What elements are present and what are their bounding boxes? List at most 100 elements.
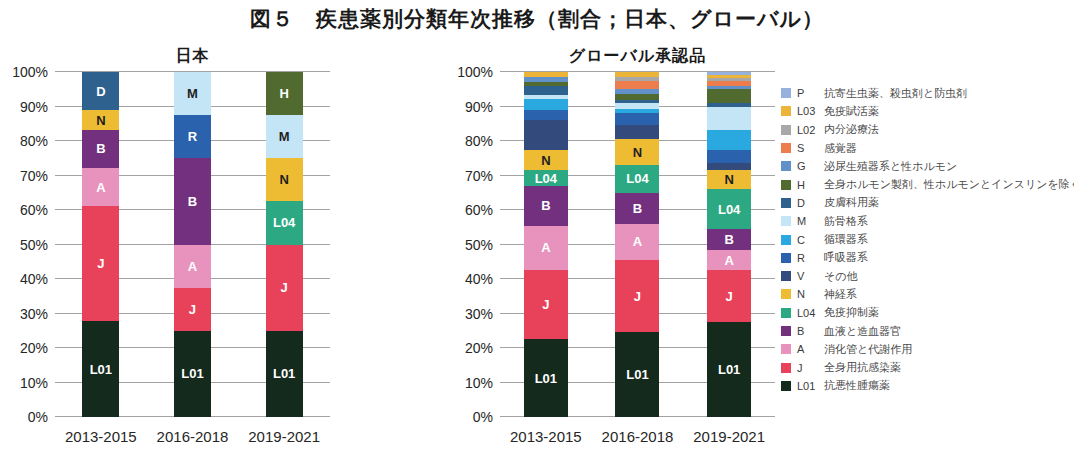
legend-row-H: H全身ホルモン製剤、性ホルモンとインスリンを除く (781, 175, 1074, 193)
legend-key: B (797, 325, 824, 337)
legend-label: 内分泌療法 (824, 122, 879, 137)
legend-key: L01 (797, 380, 824, 392)
legend-key: L03 (797, 105, 824, 117)
segment-M: M (174, 72, 211, 115)
chart-global-title: グローバル承認品 (500, 46, 775, 72)
legend-label: 呼吸器系 (824, 250, 868, 265)
legend-row-L04: L04免疫抑制薬 (781, 304, 1074, 322)
x-axis-labels: 2013-20152016-20182019-2021 (500, 428, 775, 445)
legend-row-J: J全身用抗感染薬 (781, 358, 1074, 376)
legend-label: 免疫賦活薬 (824, 104, 879, 119)
segment-J: J (707, 270, 751, 322)
legend-label: その他 (824, 269, 858, 284)
legend-label: 神経系 (824, 287, 857, 302)
legend-swatch-J (781, 363, 791, 373)
legend-label: 抗寄生虫薬、殺虫剤と防虫剤 (824, 86, 967, 101)
legend-row-L02: L02内分泌療法 (781, 121, 1074, 139)
bars-container: L01JABL04NL01JABL04NL01JABL04N (500, 72, 775, 417)
legend-row-G: G泌尿生殖器系と性ホルモン (781, 157, 1074, 175)
y-axis-tick-label: 100% (8, 64, 48, 80)
y-axis-tick-label: 10% (453, 375, 493, 391)
stacked-bar-2013-2015: L01JABND (82, 72, 119, 417)
segment-J: J (82, 206, 119, 321)
segment-J: J (615, 260, 659, 332)
segment-D: D (82, 72, 119, 110)
legend-key: N (797, 288, 824, 300)
legend-label: 血液と造血器官 (824, 324, 901, 339)
legend-row-B: B血液と造血器官 (781, 322, 1074, 340)
legend-label: 免疫抑制薬 (824, 305, 879, 320)
plot-area: 0%10%20%30%40%50%60%70%80%90%100% L01JAB… (500, 72, 775, 417)
figure-canvas: 図５ 疾患薬別分類年次推移（割合；日本、グローバル） 日本 0%10%20%30… (0, 0, 1074, 454)
legend-key: S (797, 142, 824, 154)
y-axis-tick-label: 70% (8, 168, 48, 184)
legend-row-C: C循環器系 (781, 230, 1074, 248)
bars-container: L01JABNDL01JABRML01JL04NMH (55, 72, 330, 417)
x-axis-label: 2013-2015 (510, 428, 582, 445)
legend-key: A (797, 343, 824, 355)
segment-A: A (524, 226, 568, 271)
segment-B: B (707, 229, 751, 250)
stacked-bar-2019-2021: L01JL04NMH (266, 72, 303, 417)
y-axis-tick-label: 30% (8, 306, 48, 322)
legend-swatch-L02 (781, 125, 791, 135)
legend-row-V: Vその他 (781, 267, 1074, 285)
legend-swatch-C (781, 235, 791, 245)
legend-row-M: M筋骨格系 (781, 212, 1074, 230)
legend-swatch-M (781, 216, 791, 226)
segment-L04: L04 (707, 189, 751, 229)
segment-B: B (174, 158, 211, 244)
legend-key: L04 (797, 307, 824, 319)
x-axis-labels: 2013-20152016-20182019-2021 (55, 428, 330, 445)
legend: P抗寄生虫薬、殺虫剤と防虫剤L03免疫賦活薬 L02内分泌療法S感覚器G泌尿生殖器… (781, 84, 1074, 395)
legend-key: P (797, 87, 824, 99)
stacked-bar-2013-2015: L01JABL04N (524, 72, 568, 417)
legend-swatch-B (781, 326, 791, 336)
legend-row-A: A消化管と代謝作用 (781, 340, 1074, 358)
legend-label: 消化管と代謝作用 (824, 342, 912, 357)
plot-area: 0%10%20%30%40%50%60%70%80%90%100% L01JAB… (55, 72, 330, 417)
stacked-bar-2016-2018: L01JABL04N (615, 72, 659, 417)
legend-swatch-D (781, 198, 791, 208)
legend-label: 全身ホルモン製剤、性ホルモンとインスリンを除く (824, 177, 1074, 192)
segment-L01: L01 (707, 322, 751, 417)
legend-label: 皮膚科用薬 (824, 195, 879, 210)
segment-R (707, 150, 751, 164)
y-axis-tick-label: 80% (8, 133, 48, 149)
chart-japan-title: 日本 (55, 46, 330, 72)
x-axis-label: 2016-2018 (157, 428, 229, 445)
legend-label: 循環器系 (824, 232, 868, 247)
segment-L04: L04 (524, 170, 568, 186)
segment-B: B (615, 193, 659, 224)
segment-L01: L01 (524, 339, 568, 417)
y-axis-tick-label: 50% (8, 237, 48, 253)
legend-key: R (797, 252, 824, 264)
y-axis-tick-label: 10% (8, 375, 48, 391)
legend-swatch-A (781, 344, 791, 354)
segment-J: J (266, 245, 303, 331)
legend-row-L01: L01抗悪性腫瘍薬 (781, 377, 1074, 395)
segment-A: A (615, 224, 659, 260)
segment-R (524, 110, 568, 120)
y-axis-tick-label: 50% (453, 237, 493, 253)
y-axis-tick-label: 60% (453, 202, 493, 218)
x-axis-label: 2019-2021 (248, 428, 320, 445)
legend-swatch-H (781, 180, 791, 190)
segment-R: R (174, 115, 211, 158)
y-axis-tick-label: 90% (8, 99, 48, 115)
segment-D (524, 86, 568, 95)
legend-row-S: S感覚器 (781, 139, 1074, 157)
legend-swatch-L01 (781, 381, 791, 391)
y-axis-tick-label: 40% (453, 271, 493, 287)
segment-H: H (266, 72, 303, 115)
segment-N: N (707, 170, 751, 189)
segment-R (615, 113, 659, 125)
y-axis-tick-label: 20% (453, 340, 493, 356)
segment-B: B (82, 130, 119, 168)
segment-A: A (82, 168, 119, 206)
legend-swatch-R (781, 253, 791, 263)
y-axis-tick-label: 0% (8, 409, 48, 425)
y-axis-tick-label: 0% (453, 409, 493, 425)
segment-N: N (82, 110, 119, 129)
segment-M: M (266, 115, 303, 158)
